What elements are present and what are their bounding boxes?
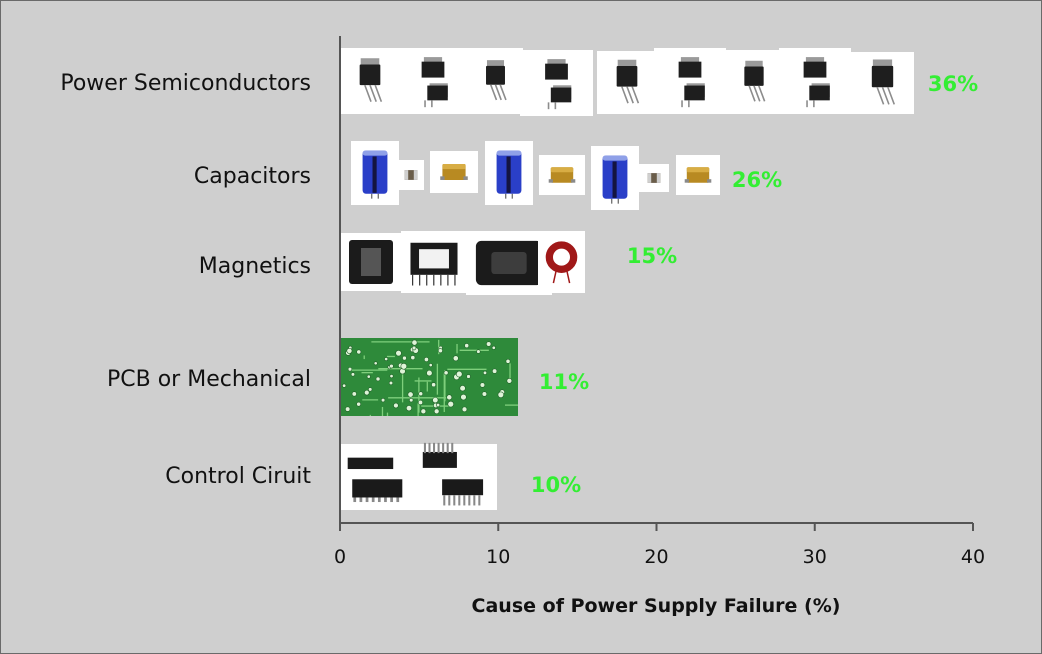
x-tick-label: 40 — [961, 546, 985, 568]
x-tick-label: 30 — [803, 546, 827, 568]
bar — [340, 442, 497, 510]
value-label: 26% — [732, 168, 782, 192]
x-tick-label: 20 — [644, 546, 668, 568]
category-label: Magnetics — [199, 254, 311, 279]
category-label: Capacitors — [194, 164, 311, 189]
category-labels: Power Semiconductors Capacitors Magnetics P… — [60, 71, 311, 489]
x-ticks: 0 10 20 30 40 — [334, 523, 985, 568]
x-tick-label: 10 — [486, 546, 510, 568]
bar — [351, 141, 720, 210]
bar-images — [340, 48, 914, 510]
category-label: Control Ciruit — [165, 464, 311, 489]
bar — [340, 48, 914, 116]
category-label: Power Semiconductors — [60, 71, 311, 96]
x-axis-title: Cause of Power Supply Failure (%) — [472, 595, 841, 617]
bar — [340, 338, 518, 416]
bar — [340, 231, 585, 295]
value-label: 11% — [539, 370, 589, 394]
value-label: 36% — [928, 72, 978, 96]
value-labels: 36% 26% 15% 11% 10% — [531, 72, 978, 497]
x-tick-label: 0 — [334, 546, 346, 568]
category-label: PCB or Mechanical — [107, 367, 311, 392]
value-label: 15% — [627, 244, 677, 268]
value-label: 10% — [531, 473, 581, 497]
